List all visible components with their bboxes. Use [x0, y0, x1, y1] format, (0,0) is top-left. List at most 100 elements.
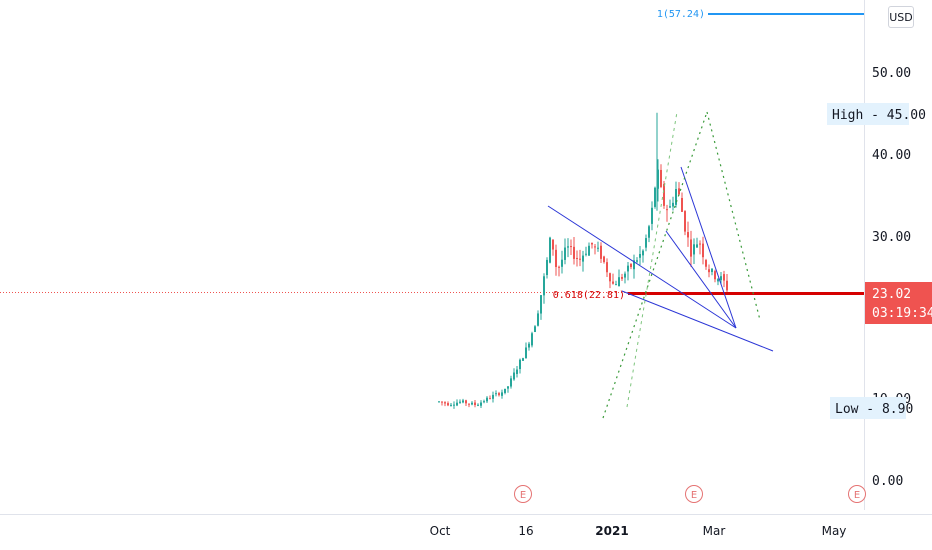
- candle: [519, 358, 521, 374]
- candle: [486, 396, 488, 403]
- candle: [708, 264, 710, 278]
- fib-level-1-label: 1(57.24): [657, 9, 705, 20]
- trendline-wedge-upper[interactable]: [680, 166, 737, 329]
- candle: [579, 249, 581, 267]
- candle: [633, 254, 635, 279]
- candle: [462, 398, 464, 404]
- candle: [453, 401, 455, 409]
- candle: [660, 164, 662, 189]
- candle: [723, 270, 725, 288]
- candle: [573, 236, 575, 265]
- candle: [678, 182, 680, 196]
- x-tick-16: 16: [518, 524, 533, 538]
- candle: [543, 273, 545, 304]
- candle: [726, 274, 728, 293]
- earnings-marker-2[interactable]: E: [685, 485, 703, 503]
- high-tag-bg: [827, 103, 909, 125]
- candle: [507, 386, 509, 393]
- trendline-upper-large[interactable]: [547, 205, 737, 329]
- candle: [621, 273, 623, 281]
- candle: [609, 272, 611, 289]
- candle: [687, 221, 689, 247]
- candle: [525, 342, 527, 359]
- last-price-tag: 23.02: [872, 287, 911, 302]
- candle: [534, 325, 536, 333]
- candle: [699, 240, 701, 255]
- candle: [645, 234, 647, 252]
- candle: [546, 257, 548, 279]
- candle: [567, 238, 569, 258]
- last-price-tag-bg: [865, 282, 932, 324]
- candle: [642, 249, 644, 263]
- candle: [516, 365, 518, 378]
- candle: [624, 271, 626, 284]
- candle: [702, 236, 704, 265]
- candle: [663, 180, 665, 209]
- candle: [627, 262, 629, 281]
- candle: [477, 403, 479, 407]
- earnings-marker-3[interactable]: E: [848, 485, 866, 503]
- candle: [651, 201, 653, 231]
- candle: [603, 255, 605, 264]
- y-tick-0: 0.00: [872, 474, 903, 489]
- projection-line-3[interactable]: [626, 111, 678, 408]
- candle: [468, 403, 470, 408]
- candle: [471, 401, 473, 406]
- x-tick-2021: 2021: [595, 524, 628, 538]
- candle: [657, 159, 659, 202]
- y-tick-40: 40.00: [872, 148, 911, 163]
- candle: [594, 243, 596, 255]
- candle: [690, 230, 692, 267]
- candle: [669, 199, 671, 209]
- candle: [639, 245, 641, 265]
- candle: [588, 242, 590, 256]
- candle: [465, 399, 467, 407]
- candle: [528, 341, 530, 351]
- candle: [570, 239, 572, 256]
- candle: [576, 250, 578, 267]
- candle: [456, 399, 458, 407]
- candle: [684, 210, 686, 236]
- candle: [672, 196, 674, 211]
- candle: [555, 244, 557, 276]
- candle: [489, 395, 491, 400]
- candle: [564, 238, 566, 265]
- candle: [591, 242, 593, 249]
- candle: [618, 269, 620, 287]
- currency-button[interactable]: USD: [888, 6, 914, 28]
- candle: [459, 399, 461, 404]
- candle: [495, 390, 497, 397]
- candle: [648, 224, 650, 243]
- candle: [522, 357, 524, 361]
- x-tick-may: May: [822, 524, 847, 538]
- candle: [612, 273, 614, 285]
- candle: [483, 399, 485, 404]
- candle: [450, 402, 452, 407]
- candle: [501, 389, 503, 399]
- candle: [585, 246, 587, 257]
- candle: [504, 388, 506, 395]
- candle: [540, 295, 542, 320]
- candle: [438, 401, 440, 403]
- svg-text:E: E: [854, 490, 860, 501]
- candle: [597, 241, 599, 252]
- candle: [513, 368, 515, 381]
- candle: [675, 181, 677, 208]
- svg-text:E: E: [691, 490, 697, 501]
- trendline-lower-large[interactable]: [621, 290, 774, 352]
- trendline-wedge-lower[interactable]: [665, 230, 737, 329]
- y-tick-50: 50.00: [872, 66, 911, 81]
- countdown-tag: 03:19:34: [872, 306, 932, 321]
- svg-text:E: E: [520, 490, 526, 501]
- candle: [630, 263, 632, 270]
- candle: [711, 267, 713, 276]
- candle: [717, 278, 719, 286]
- candle: [531, 331, 533, 348]
- high-tag: High - 45.00: [832, 108, 926, 123]
- candle: [561, 250, 563, 274]
- earnings-marker-1[interactable]: E: [514, 485, 532, 503]
- candle: [498, 391, 500, 397]
- candle: [549, 236, 551, 264]
- candle: [714, 269, 716, 283]
